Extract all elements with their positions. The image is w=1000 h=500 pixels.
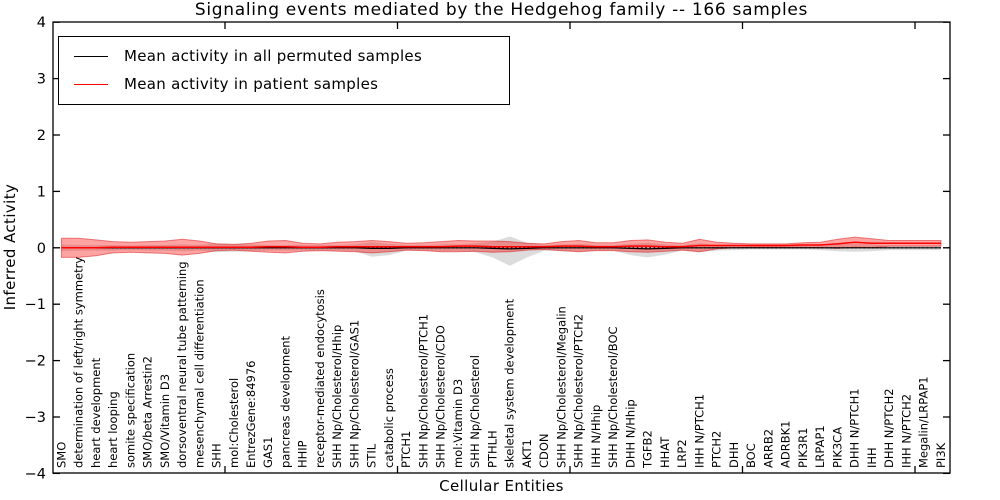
x-tick-label: PIK3CA xyxy=(830,427,844,468)
x-tick-label: CDON xyxy=(537,433,551,468)
x-tick-label: IHH N/Hhip xyxy=(589,405,603,468)
x-tick-label: mesenchymal cell differentiation xyxy=(192,279,206,468)
x-tick-label: SHH Np/Cholesterol/PTCH2 xyxy=(572,314,586,468)
x-tick-label: receptor-mediated endocytosis xyxy=(313,289,327,468)
x-tick-label: GAS1 xyxy=(261,437,275,468)
x-tick-label: dorsoventral neural tube patterning xyxy=(175,261,189,468)
y-tick-label: 4 xyxy=(37,15,46,31)
x-tick-label: SMO xyxy=(54,442,68,468)
y-tick-label: 3 xyxy=(37,72,46,88)
x-tick-label: DHH N/PTCH2 xyxy=(882,388,896,468)
x-tick-label: EntrezGene:84976 xyxy=(244,361,258,468)
permuted-band xyxy=(61,236,941,266)
x-tick-label: HHIP xyxy=(296,440,310,468)
x-tick-label: somite specification xyxy=(123,353,137,468)
x-tick-label: PTHLH xyxy=(485,430,499,468)
x-tick-label: skeletal system development xyxy=(503,298,517,468)
x-tick-label: Megalin/LRPAP1 xyxy=(917,376,931,468)
x-tick-label: SHH Np/Cholesterol/PTCH1 xyxy=(416,314,430,468)
x-tick-label: AKT1 xyxy=(520,439,534,468)
x-tick-label: SHH Np/Cholesterol/BOC xyxy=(606,326,620,468)
x-tick-label: LRP2 xyxy=(675,439,689,468)
x-tick-label: PTCH1 xyxy=(399,431,413,468)
x-tick-label: HHAT xyxy=(658,436,672,468)
x-tick-label: TGFB2 xyxy=(641,430,655,469)
y-tick-label: −3 xyxy=(25,410,46,426)
patient-mean-line xyxy=(61,241,941,249)
x-tick-label: IHH N/PTCH2 xyxy=(899,394,913,468)
x-tick-label: mol:Vitamin D3 xyxy=(451,379,465,468)
x-tick-label: ADRBK1 xyxy=(779,421,793,468)
y-tick-label: 2 xyxy=(37,128,46,144)
x-tick-label: SMO/beta Arrestin2 xyxy=(140,356,154,468)
x-tick-label: IHH xyxy=(865,447,879,468)
x-tick-label: mol:Cholesterol xyxy=(227,378,241,468)
x-tick-label: SHH Np/Cholesterol xyxy=(468,355,482,468)
y-tick-label: −2 xyxy=(25,354,46,370)
x-tick-label: PI3K xyxy=(934,442,948,468)
x-tick-label: IHH N/PTCH1 xyxy=(692,394,706,468)
page-title: Signaling events mediated by the Hedgeho… xyxy=(194,0,809,20)
legend: Mean activity in all permuted samples Me… xyxy=(58,36,510,105)
x-tick-label: STIL xyxy=(365,443,379,468)
x-tick-label: heart development xyxy=(89,357,103,468)
x-tick-label: SHH Np/Cholesterol/Megalin xyxy=(554,306,568,468)
x-tick-label: SHH xyxy=(209,443,223,468)
patient-line-swatch xyxy=(74,83,108,85)
y-tick-label: 0 xyxy=(37,241,46,257)
x-tick-label: LRPAP1 xyxy=(813,425,827,468)
x-tick-label: DHH xyxy=(727,442,741,468)
permuted-line-swatch xyxy=(74,55,108,57)
y-tick-label: −1 xyxy=(25,297,46,313)
x-tick-label: determination of left/right symmetry xyxy=(71,257,85,468)
x-tick-label: SHH Np/Cholesterol/Hhip xyxy=(330,325,344,468)
y-tick-label: 1 xyxy=(37,184,46,200)
x-tick-label: DHH N/PTCH1 xyxy=(848,388,862,468)
x-tick-label: ARRB2 xyxy=(761,429,775,468)
x-axis-title: Cellular Entities xyxy=(439,477,564,495)
x-tick-label: DHH N/Hhip xyxy=(623,399,637,468)
x-tick-label: pancreas development xyxy=(278,335,292,468)
x-tick-label: heart looping xyxy=(106,391,120,468)
legend-label: Mean activity in all permuted samples xyxy=(124,47,423,65)
x-tick-label: SHH Np/Cholesterol/GAS1 xyxy=(347,320,361,468)
x-tick-label: SMO/Vitamin D3 xyxy=(158,374,172,468)
legend-item-patient: Mean activity in patient samples xyxy=(59,70,509,98)
legend-label: Mean activity in patient samples xyxy=(124,75,379,93)
y-tick-label: −4 xyxy=(25,466,46,482)
x-tick-label: SHH Np/Cholesterol/CDO xyxy=(434,325,448,468)
x-tick-label: catabolic process xyxy=(382,368,396,468)
x-tick-label: BOC xyxy=(744,443,758,468)
legend-item-permuted: Mean activity in all permuted samples xyxy=(59,42,509,70)
x-tick-label: PTCH2 xyxy=(710,431,724,468)
x-tick-label: PIK3R1 xyxy=(796,428,810,469)
